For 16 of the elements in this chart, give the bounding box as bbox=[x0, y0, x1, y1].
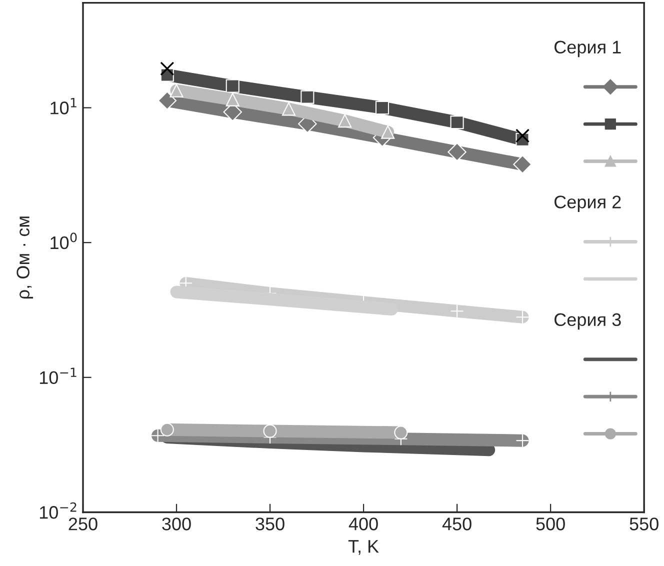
annotation: Серия 1 bbox=[554, 40, 621, 58]
x-tick-label: 450 bbox=[442, 518, 472, 530]
annotation: Серия 3 bbox=[554, 313, 621, 330]
x-tick-label: 250 bbox=[68, 518, 98, 530]
x-tick-label: 300 bbox=[162, 518, 191, 530]
x-axis-title: T, K bbox=[348, 540, 379, 555]
y-axis-title: ρ, Ом · см bbox=[16, 216, 34, 298]
x-tick-label: 500 bbox=[536, 518, 565, 530]
y-tick-label: 10$^{1}$ bbox=[50, 98, 76, 114]
x-tick-label: 350 bbox=[256, 518, 284, 530]
x-tick-label: 400 bbox=[348, 518, 378, 530]
y-tick-label: 10$^{−2}$ bbox=[40, 502, 76, 519]
y-tick-label: 10$^{0}$ bbox=[50, 232, 77, 250]
y-tick-label: 10$^{−1}$ bbox=[40, 368, 76, 384]
x-tick-label: 550 bbox=[630, 518, 658, 530]
annotation: Серия 2 bbox=[554, 196, 621, 212]
